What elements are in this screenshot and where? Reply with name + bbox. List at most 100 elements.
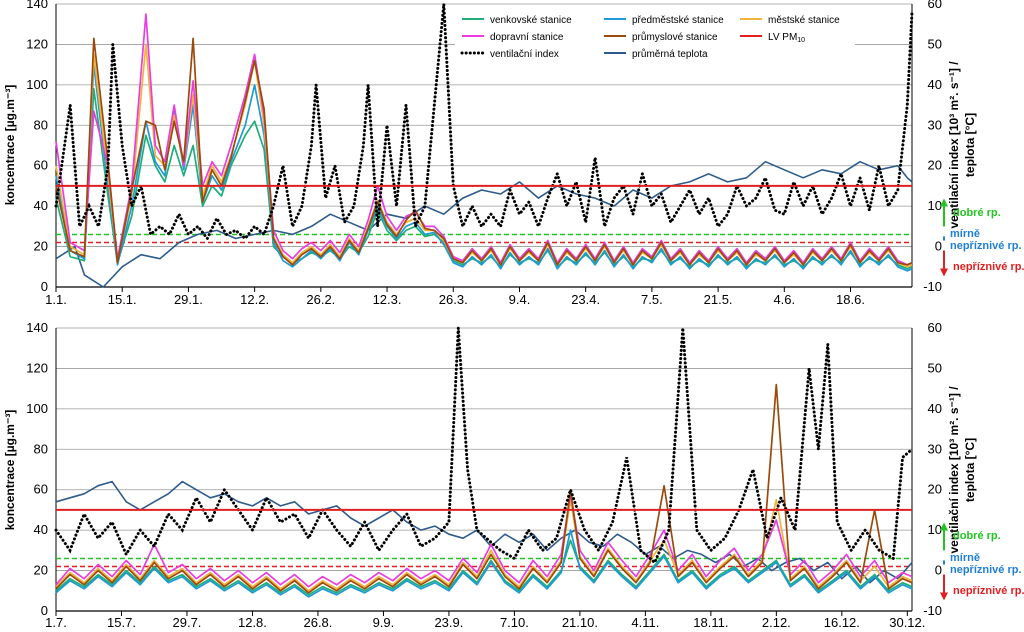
- y-tick-label: 80: [34, 117, 48, 132]
- y-tick-label: 40: [34, 198, 48, 213]
- x-tick-label: 4.6.: [773, 292, 795, 307]
- y-tick-label: 120: [26, 360, 48, 375]
- y-tick-label: 140: [26, 0, 48, 11]
- y-tick-label: 100: [26, 77, 48, 92]
- legend-label-subscript: 10: [797, 37, 805, 44]
- good-conditions-label: dobré rp.: [953, 207, 1001, 219]
- x-tick-label: 12.3.: [373, 292, 402, 307]
- x-tick-label: 12.8.: [238, 615, 267, 630]
- good-conditions-label: dobré rp.: [953, 530, 1001, 542]
- y2-tick-label: 0: [935, 563, 942, 578]
- y2-tick-label: -10: [923, 279, 942, 294]
- legend-label-industrial: průmyslové stanice: [632, 31, 718, 43]
- legend-label-suburban: předměstské stanice: [632, 15, 724, 26]
- dispersion-labels-bottom: dobré rp. mírně nepříznivé rp. nepřízniv…: [950, 530, 1024, 597]
- x-tick-label: 23.4.: [571, 292, 600, 307]
- y2-tick-label: 30: [928, 117, 942, 132]
- x-tick-label: 12.2.: [240, 292, 269, 307]
- y-tick-label: 40: [34, 522, 48, 537]
- y2-tick-label: 30: [928, 441, 942, 456]
- y-axis-title-right-line1: ventilační index [10³ m². s⁻¹] /: [947, 386, 961, 554]
- good-arrowhead-icon: [940, 522, 948, 531]
- series-line-ventilation: [54, 3, 914, 242]
- x-tick-label: 26.8.: [303, 615, 332, 630]
- y-tick-label: 100: [26, 401, 48, 416]
- y2-tick-label: 20: [928, 158, 942, 173]
- x-tick-label: 9.4.: [509, 292, 531, 307]
- legend-label-traffic: dopravní stanice: [490, 32, 564, 43]
- y-tick-label: 60: [34, 482, 48, 497]
- x-tick-label: 2.12.: [762, 615, 791, 630]
- x-tick-label: 23.9.: [434, 615, 463, 630]
- y2-tick-label: -10: [923, 603, 942, 618]
- x-tick-label: 26.2.: [306, 292, 335, 307]
- y-axis-title-left: koncentrace [µg.m⁻³]: [3, 410, 17, 531]
- series-line-industrial: [55, 383, 913, 594]
- x-tick-label: 9.9.: [373, 615, 395, 630]
- x-tick-label: 29.7.: [173, 615, 202, 630]
- series-line-suburban: [55, 529, 913, 598]
- x-tick-label: 1.7.: [45, 615, 67, 630]
- series-line-industrial: [55, 37, 913, 266]
- series-line-rural: [55, 539, 913, 596]
- y-tick-label: 140: [26, 320, 48, 335]
- y2-tick-label: 60: [928, 0, 942, 11]
- y2-tick-label: 40: [928, 401, 942, 416]
- good-arrowhead-icon: [940, 198, 948, 207]
- legend-background: [455, 9, 855, 65]
- y2-tick-label: 50: [928, 360, 942, 375]
- y-tick-label: 0: [41, 279, 48, 294]
- moderate-conditions-label-line2: nepříznivé rp.: [950, 240, 1022, 252]
- y-tick-label: 20: [34, 563, 48, 578]
- x-tick-label: 7.5.: [641, 292, 663, 307]
- y-tick-label: 60: [34, 158, 48, 173]
- unfavourable-arrowhead-icon: [940, 592, 948, 601]
- moderate-conditions-label-line1: mírně: [950, 228, 980, 240]
- x-tick-label: 18.6.: [836, 292, 865, 307]
- x-tick-label: 15.7.: [107, 615, 136, 630]
- x-tick-label: 7.10.: [500, 615, 529, 630]
- y-tick-label: 80: [34, 441, 48, 456]
- series-line-temperature: [55, 160, 913, 288]
- x-tick-label: 21.5.: [704, 292, 733, 307]
- chart-panel-top: koncentrace [µg.m⁻³] ventilační index [1…: [3, 0, 977, 307]
- y-tick-label: 0: [41, 603, 48, 618]
- y-tick-label: 120: [26, 36, 48, 51]
- y-axis-title-left: koncentrace [µg.m⁻³]: [3, 85, 17, 206]
- chart-legend: venkovské stanice předměstské stanice měst…: [455, 9, 855, 65]
- legend-label-rural: venkovské stanice: [490, 15, 572, 26]
- unfavourable-arrowhead-icon: [940, 268, 948, 277]
- legend-label-temperature: průměrná teplota: [632, 48, 708, 60]
- unfavourable-conditions-label: nepříznivé rp.: [953, 261, 1024, 273]
- x-tick-label: 4.11.: [631, 615, 659, 630]
- x-tick-label: 30.12.: [889, 615, 925, 630]
- y-tick-label: 20: [34, 239, 48, 254]
- y2-tick-label: 50: [928, 36, 942, 51]
- y-axis-title-right-line1: ventilační index [10³ m². s⁻¹] /: [947, 61, 961, 229]
- x-tick-label: 21.10.: [562, 615, 598, 630]
- series-line-temperature: [55, 480, 913, 584]
- moderate-conditions-label-line1: mírně: [950, 552, 980, 564]
- y2-tick-label: 0: [935, 239, 942, 254]
- x-tick-label: 18.11.: [693, 615, 728, 630]
- unfavourable-conditions-label: nepříznivé rp.: [953, 585, 1024, 597]
- y2-tick-label: 10: [928, 522, 942, 537]
- x-tick-label: 16.12.: [824, 615, 860, 630]
- legend-label-lv: LV PM10: [768, 32, 805, 44]
- series-line-traffic: [55, 492, 913, 588]
- series-line-traffic: [55, 13, 913, 266]
- x-tick-label: 29.1.: [174, 292, 203, 307]
- series-line-ventilation: [54, 327, 914, 565]
- y2-tick-label: 40: [928, 77, 942, 92]
- y2-tick-label: 20: [928, 482, 942, 497]
- dispersion-labels-top: dobré rp. mírně nepříznivé rp. nepřízniv…: [950, 207, 1024, 273]
- chart-panel-bottom: koncentrace [µg.m⁻³] ventilační index [1…: [3, 320, 977, 630]
- legend-label-urban: městské stanice: [768, 15, 840, 26]
- moderate-conditions-label-line2: nepříznivé rp.: [950, 564, 1022, 576]
- y2-tick-label: 60: [928, 320, 942, 335]
- series-line-urban: [55, 498, 913, 592]
- legend-label-ventilation: ventilační index: [490, 49, 559, 60]
- x-tick-label: 26.3.: [439, 292, 468, 307]
- x-tick-label: 1.1.: [45, 292, 67, 307]
